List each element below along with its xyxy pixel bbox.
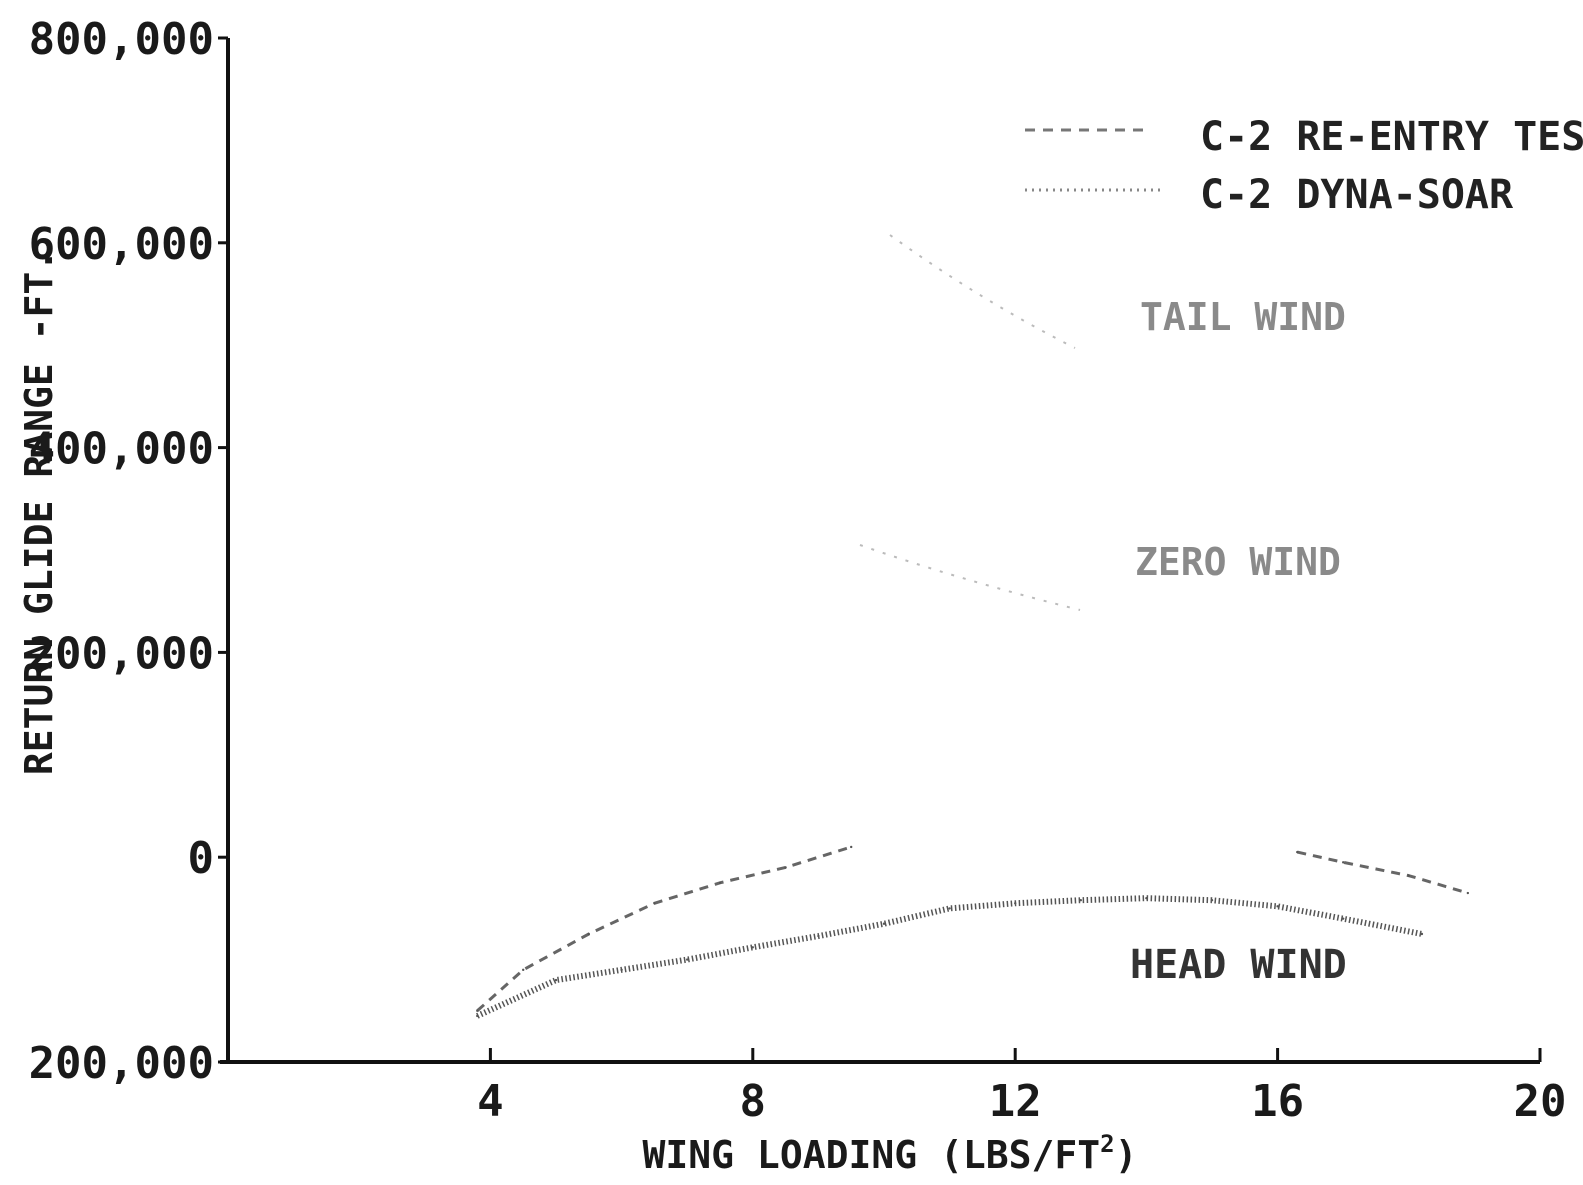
series-point	[1145, 896, 1148, 900]
series-point	[1210, 899, 1214, 902]
y-tick-label: 600,000	[29, 219, 214, 270]
series-point	[1296, 850, 1299, 854]
zero-wind-label: ZERO WIND	[1135, 540, 1341, 584]
series-point	[653, 902, 656, 905]
x-axis-title-close: )	[1115, 1133, 1138, 1177]
x-tick-label: 8	[740, 1076, 767, 1127]
y-tick-label: 200,000	[29, 1038, 214, 1089]
y-tick-label: 200,000	[29, 628, 214, 679]
series-point	[1276, 905, 1279, 908]
head-wind-label: HEAD WIND	[1130, 942, 1347, 988]
x-axis-title-sup: 2	[1100, 1130, 1114, 1158]
series-point	[1420, 932, 1424, 936]
series-point	[1407, 874, 1411, 877]
y-ticks: 200,000 0 200,000 400,000 600,000 800,000	[29, 14, 228, 1089]
series-line-0	[476, 845, 852, 1012]
series-point	[620, 968, 623, 972]
tail-wind-curve	[889, 234, 1076, 349]
series-line-2	[1296, 850, 1469, 895]
series-point	[1466, 891, 1470, 895]
series-point	[751, 946, 754, 949]
series-point	[476, 1009, 479, 1012]
series-point	[784, 866, 787, 869]
series-point	[1342, 861, 1345, 864]
series-point	[587, 932, 590, 936]
zero-wind-curve	[859, 544, 1081, 611]
x-ticks: 4 8 12 16 20	[477, 1048, 1566, 1127]
series-point	[948, 907, 951, 910]
legend-label-reentry: C-2 RE-ENTRY TEST M	[1200, 114, 1583, 160]
series-point	[1079, 899, 1083, 902]
series-point	[850, 845, 853, 849]
legend-label-dynasoar: C-2 DYNA-SOAR	[1200, 172, 1514, 218]
y-tick-label: 800,000	[29, 14, 214, 65]
x-axis-title-main: WING LOADING (LBS/FT	[643, 1133, 1101, 1177]
y-axis-title: RETURN GLIDE RANGE -FT.	[17, 249, 61, 775]
series-layer	[476, 845, 1470, 1019]
series-point	[476, 1014, 479, 1018]
x-tick-label: 16	[1251, 1076, 1304, 1127]
series-point	[686, 958, 689, 961]
series-line-1	[476, 895, 1423, 1019]
tail-wind-label: TAIL WIND	[1140, 295, 1346, 339]
y-tick-label: 400,000	[29, 424, 214, 475]
series-point	[554, 978, 558, 982]
series-point	[817, 934, 820, 938]
series-point	[1342, 917, 1345, 920]
series-point	[718, 881, 722, 884]
x-tick-label: 20	[1514, 1076, 1567, 1127]
series-point	[882, 922, 886, 925]
y-tick-label: 0	[188, 833, 215, 884]
legend: C-2 RE-ENTRY TEST M C-2 DYNA-SOAR	[1025, 114, 1583, 218]
x-tick-label: 4	[477, 1076, 504, 1127]
x-tick-label: 12	[989, 1076, 1042, 1127]
series-point	[1014, 902, 1017, 905]
series-point	[522, 968, 525, 972]
x-axis-title: WING LOADING (LBS/FT2)	[643, 1130, 1138, 1177]
